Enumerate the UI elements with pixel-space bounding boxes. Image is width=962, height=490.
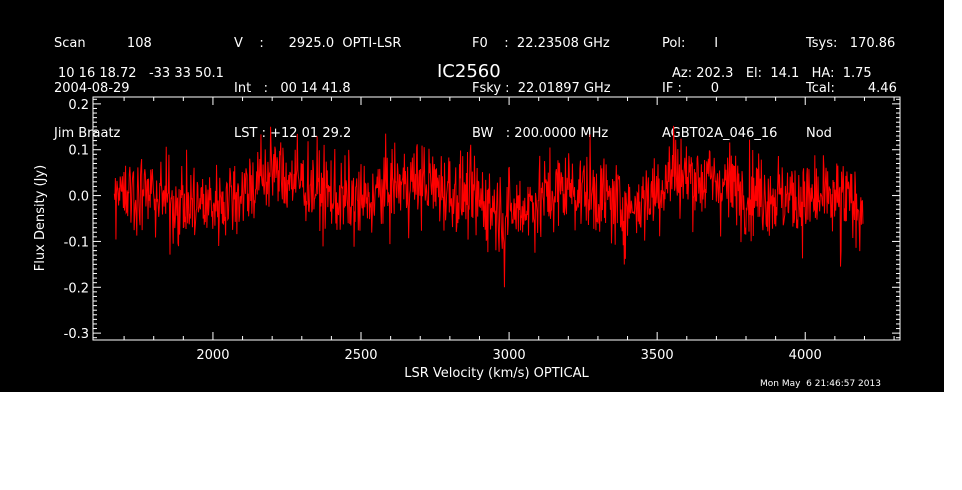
rest-frequency-line: F0 : 22.23508 GHz [472,36,610,51]
date-line: 2004-08-29 [54,81,130,96]
scan-line: Scan 108 [54,36,152,51]
x-tick-label: 4000 [789,348,822,363]
y-tick-label: -0.2 [64,281,89,296]
y-tick-label: -0.1 [64,235,89,250]
project-line: AGBT02A_046_16 [662,126,778,141]
tcal-line: Tcal: 4.46 [806,81,897,96]
x-tick-label: 2000 [196,348,229,363]
plot-area: 2000 2500 3000 3500 4000 -0.3 -0.2 -0.1 0.0 0.1 0.… [33,96,901,381]
nod-line: Nod [806,126,832,141]
y-axis-label: Flux Density (Jy) [33,165,48,271]
sky-frequency-line: Fsky : 22.01897 GHz [472,81,611,96]
x-tick-label: 3000 [493,348,526,363]
pointing-info: Az: 202.3 El: 14.1 HA: 1.75 [672,66,872,81]
x-axis-label: LSR Velocity (km/s) OPTICAL [404,366,589,381]
polarization-line: Pol: I [662,36,719,51]
lst-line: LST : +12 01 29.2 [234,126,352,141]
y-tick-label: 0.1 [68,144,89,159]
frequency-info: F0 : 22.23508 GHz Fsky : 22.01897 GHz BW… [472,6,611,171]
scan-info: Scan 108 2004-08-29 Jim Braatz [54,6,152,171]
spectrum-series-line [113,125,864,288]
x-tick-label: 2500 [344,348,377,363]
if-line: IF : 0 [662,81,720,96]
y-tick-label: 0.2 [68,98,89,113]
source-coordinates: 10 16 18.72 -33 33 50.1 [58,66,224,81]
y-tick-label: 0.0 [68,190,89,205]
velocity-info: V : 2925.0 OPTI-LSR Int : 00 14 41.8 LST… [234,6,401,171]
chart-title: IC2560 [437,61,501,82]
bandwidth-line: BW : 200.0000 MHz [472,126,609,141]
system-info: Tsys: 170.86 Tcal: 4.46 Nod [806,6,897,171]
integration-line: Int : 00 14 41.8 [234,81,351,96]
timestamp: Mon May 6 21:46:57 2013 [760,379,881,389]
tsys-line: Tsys: 170.86 [806,36,896,51]
velocity-line: V : 2925.0 OPTI-LSR [234,36,402,51]
x-tick-label: 3500 [641,348,674,363]
y-tick-label: -0.3 [64,327,89,342]
polarization-info: Pol: I IF : 0 AGBT02A_046_16 [662,6,777,171]
observer-line: Jim Braatz [54,126,121,141]
